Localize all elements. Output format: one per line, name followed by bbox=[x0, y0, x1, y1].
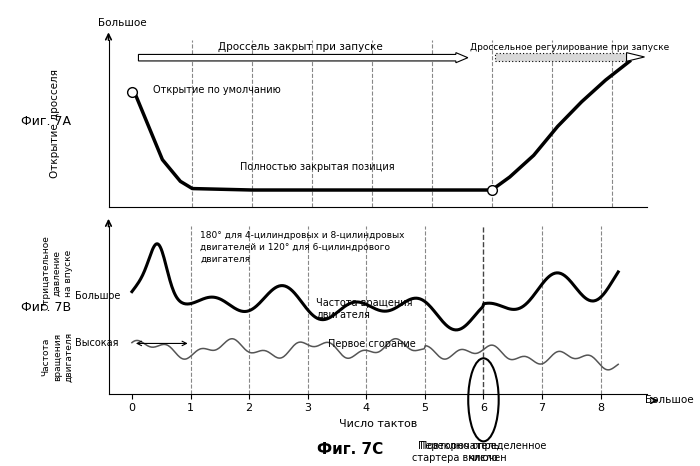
Text: Фиг. 7А: Фиг. 7А bbox=[21, 115, 71, 128]
Text: Повторно определенное
число: Повторно определенное число bbox=[420, 441, 547, 463]
Text: Частота
вращения
двигателя: Частота вращения двигателя bbox=[42, 332, 73, 382]
Text: Частота вращения
двигателя: Частота вращения двигателя bbox=[316, 298, 413, 320]
Bar bbox=[495, 53, 626, 62]
Text: Дроссельное регулирование при запуске: Дроссельное регулирование при запуске bbox=[470, 43, 669, 52]
X-axis label: Число тактов: Число тактов bbox=[339, 419, 417, 429]
Text: Полностью закрытая позиция: Полностью закрытая позиция bbox=[240, 162, 395, 172]
FancyArrow shape bbox=[139, 53, 468, 63]
Text: 180° для 4-цилиндровых и 8-цилиндровых
двигателей и 120° для 6-цилиндрового
двиг: 180° для 4-цилиндровых и 8-цилиндровых д… bbox=[200, 231, 405, 264]
Text: Фиг. 7С: Фиг. 7С bbox=[317, 442, 383, 457]
Text: Большое: Большое bbox=[645, 395, 693, 405]
Text: Отрицательное
давление
на впуске: Отрицательное давление на впуске bbox=[42, 235, 73, 310]
Text: Переключатель
стартера включен: Переключатель стартера включен bbox=[412, 441, 506, 463]
Text: Открытие по умолчанию: Открытие по умолчанию bbox=[153, 85, 281, 95]
Text: Фиг. 7В: Фиг. 7В bbox=[21, 301, 71, 314]
Text: Дроссель закрыт при запуске: Дроссель закрыт при запуске bbox=[218, 42, 382, 52]
Text: Высокая: Высокая bbox=[75, 338, 118, 349]
Text: Открытие дросселя: Открытие дросселя bbox=[50, 69, 60, 178]
Text: Первое сгорание: Первое сгорание bbox=[328, 339, 416, 349]
Text: Большое: Большое bbox=[75, 291, 120, 301]
Polygon shape bbox=[626, 53, 645, 62]
Text: Большое: Большое bbox=[98, 18, 146, 28]
